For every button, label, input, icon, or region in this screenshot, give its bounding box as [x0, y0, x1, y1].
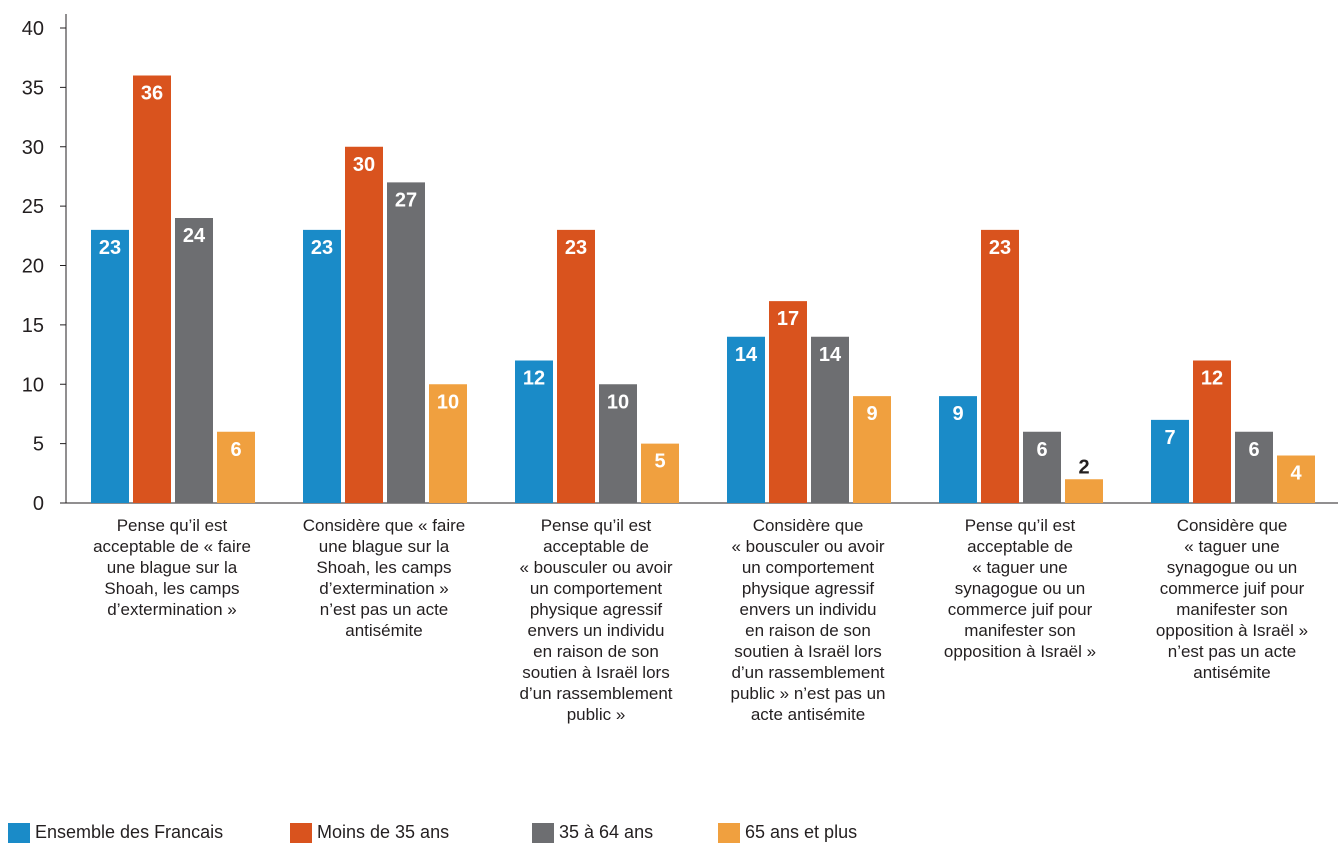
bar [939, 396, 977, 503]
data-label: 6 [230, 439, 241, 461]
category-label: Pense qu’il est acceptable de « faire un… [93, 516, 251, 619]
bar [387, 182, 425, 503]
data-label: 23 [565, 237, 587, 259]
data-label: 23 [989, 237, 1011, 259]
data-label: 7 [1164, 427, 1175, 449]
bar [853, 396, 891, 503]
category-label: Considère que « bousculer ou avoir un co… [730, 516, 886, 724]
y-tick-label: 30 [22, 137, 44, 159]
category-label: Pense qu’il est acceptable de « taguer u… [943, 516, 1097, 661]
legend-label: Moins de 35 ans [317, 822, 450, 842]
data-label: 2 [1078, 456, 1089, 478]
data-label: 6 [1248, 439, 1259, 461]
category-label: Pense qu’il est acceptable de « bouscule… [519, 516, 673, 724]
legend-item: 35 à 64 ans [532, 822, 653, 843]
bar [641, 443, 679, 503]
data-label: 12 [523, 368, 545, 390]
legend-label: Ensemble des Francais [35, 822, 224, 842]
legend-label: 35 à 64 ans [559, 822, 654, 842]
data-label: 23 [311, 237, 333, 259]
data-label: 14 [819, 344, 842, 366]
y-tick-label: 35 [22, 77, 44, 99]
bar [557, 229, 595, 503]
data-label: 36 [141, 83, 163, 105]
bar [1065, 479, 1103, 503]
bar [217, 431, 255, 503]
y-tick-label: 40 [22, 18, 44, 40]
bar [515, 360, 553, 503]
legend-item: Moins de 35 ans [290, 822, 449, 843]
bar-chart: 0510152025303540233624623302710122310514… [22, 14, 1338, 515]
y-tick-label: 25 [22, 196, 44, 218]
data-label: 27 [395, 189, 417, 211]
legend-swatch [290, 822, 312, 843]
y-tick-label: 20 [22, 256, 44, 278]
bar [345, 146, 383, 503]
legend-swatch [532, 822, 554, 843]
category-label: Considère que « faire une blague sur la … [302, 516, 466, 640]
bar [1193, 360, 1231, 503]
bar [981, 229, 1019, 503]
y-tick-label: 5 [33, 434, 44, 456]
data-label: 14 [735, 344, 758, 366]
data-label: 6 [1036, 439, 1047, 461]
bar [133, 75, 171, 503]
bar [1023, 431, 1061, 503]
bar [811, 336, 849, 503]
category-label: Considère que « taguer une synagogue ou … [1155, 516, 1309, 682]
y-tick-label: 10 [22, 374, 44, 396]
bar [769, 301, 807, 503]
bar [91, 229, 129, 503]
bar [727, 336, 765, 503]
data-label: 23 [99, 237, 121, 259]
data-label: 12 [1201, 368, 1223, 390]
data-label: 24 [183, 225, 206, 247]
legend-item: Ensemble des Francais [8, 822, 223, 843]
legend-item: 65 ans et plus [718, 822, 857, 843]
legend-swatch [8, 822, 30, 843]
legend-swatch [718, 822, 740, 843]
bar [303, 229, 341, 503]
data-label: 5 [654, 451, 665, 473]
data-label: 30 [353, 154, 375, 176]
bar [599, 384, 637, 503]
y-tick-label: 0 [33, 493, 44, 515]
data-label: 10 [437, 391, 459, 413]
data-label: 17 [777, 308, 799, 330]
bar [175, 218, 213, 503]
y-tick-label: 15 [22, 315, 44, 337]
bar [429, 384, 467, 503]
data-label: 9 [866, 403, 877, 425]
legend-label: 65 ans et plus [745, 822, 858, 842]
data-label: 9 [952, 403, 963, 425]
bar [1235, 431, 1273, 503]
bar [1277, 455, 1315, 503]
bar [1151, 419, 1189, 503]
data-label: 10 [607, 391, 629, 413]
data-label: 4 [1290, 463, 1302, 485]
